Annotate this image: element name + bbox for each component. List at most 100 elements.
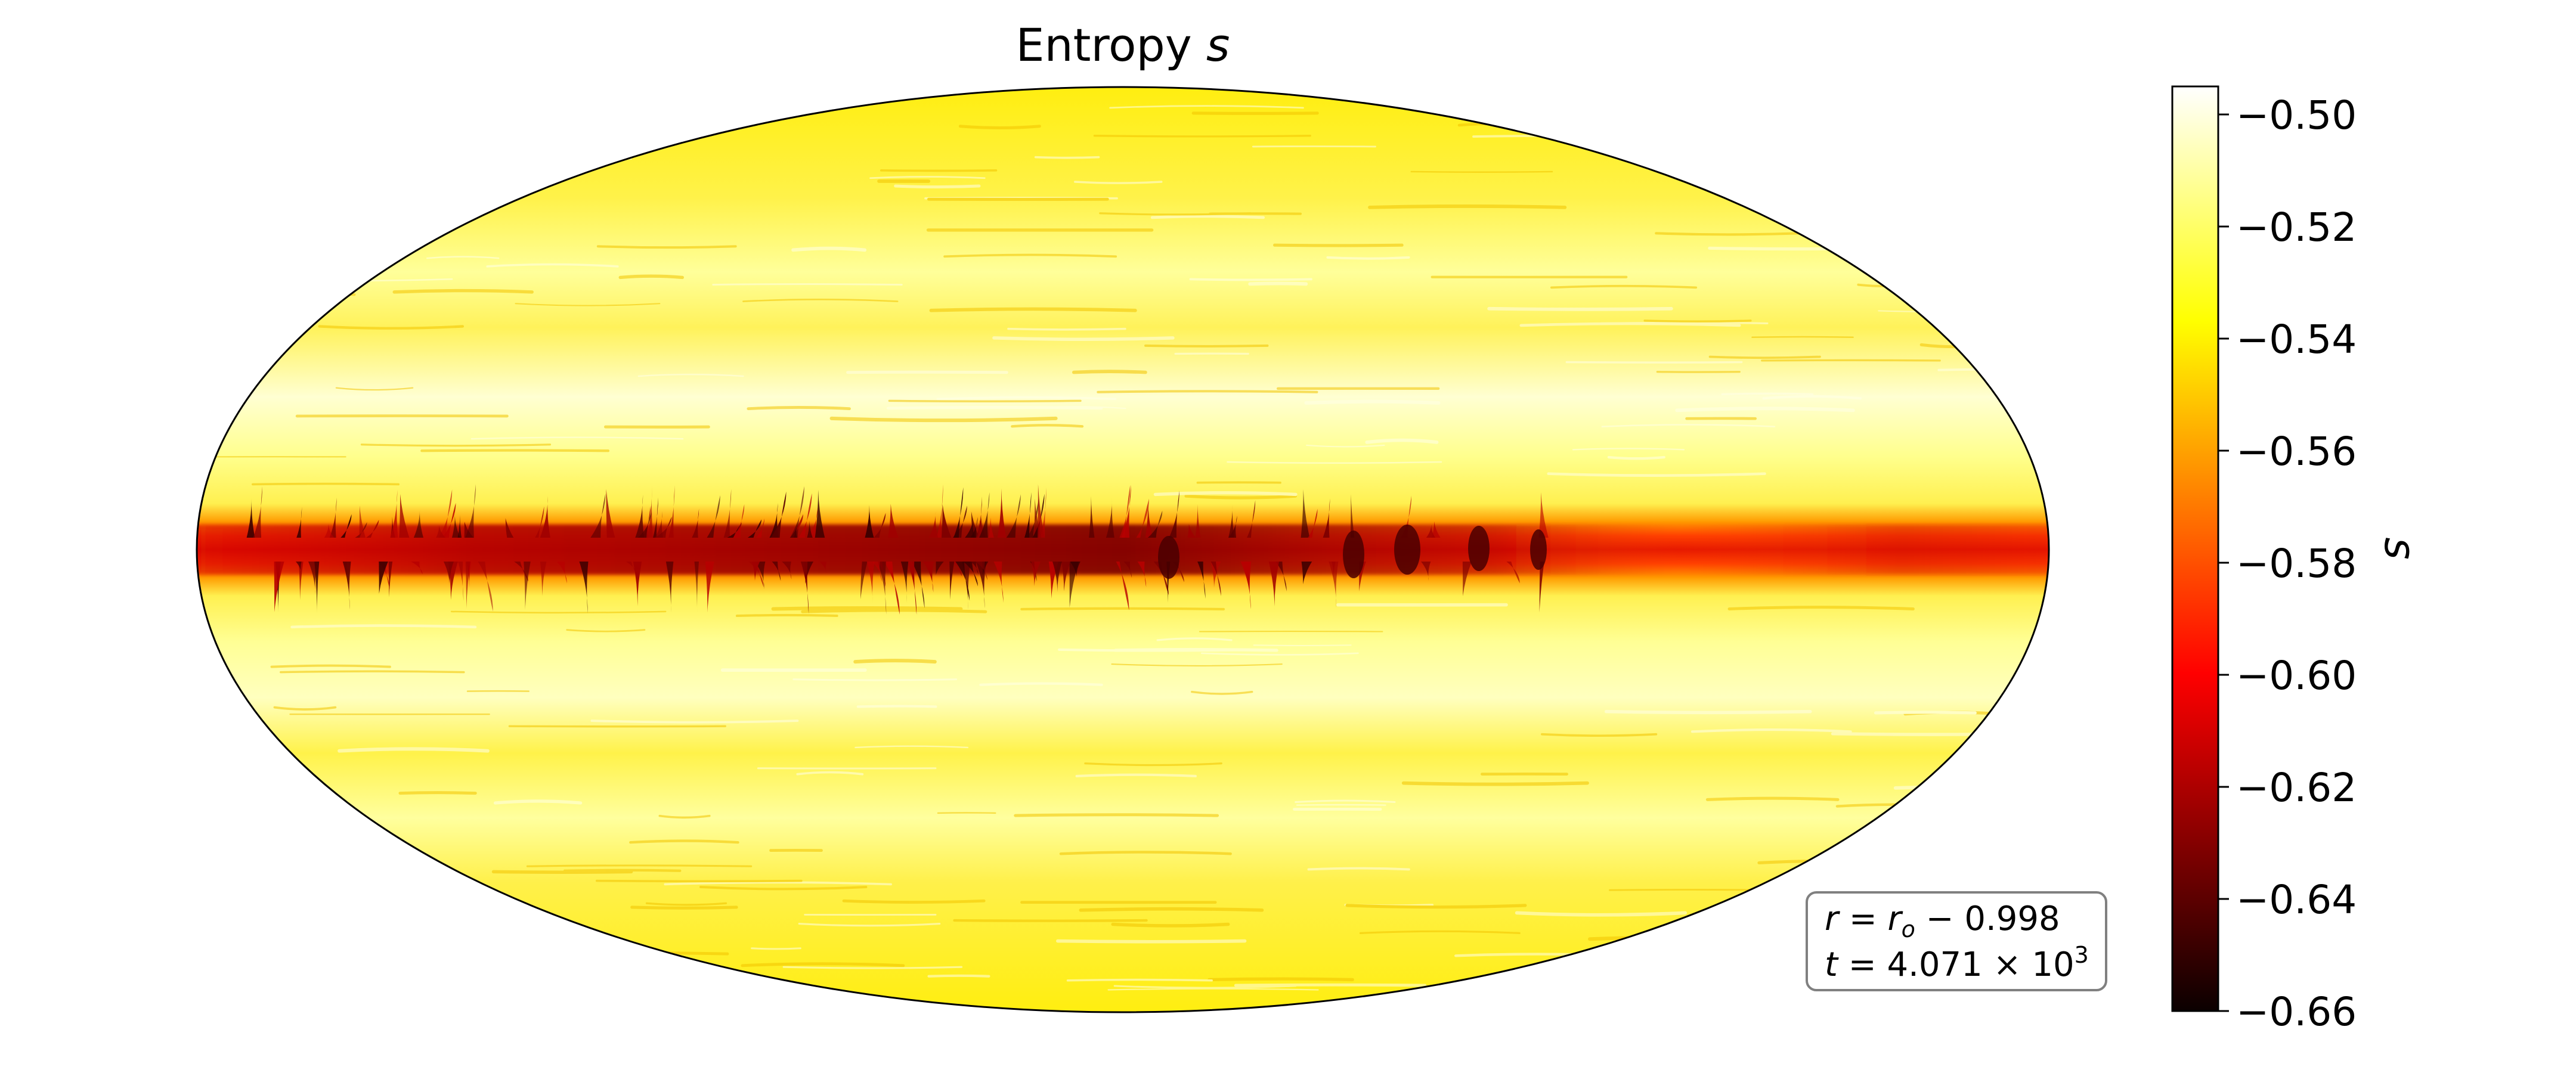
- plume: [941, 504, 952, 538]
- streak: [1708, 355, 1821, 359]
- streak: [1401, 781, 1589, 786]
- plume: [970, 562, 979, 575]
- plume: [579, 562, 589, 614]
- plume: [997, 488, 1007, 538]
- plume: [606, 489, 615, 538]
- plume: [668, 485, 675, 538]
- plume: [1247, 500, 1256, 538]
- plume: [1089, 496, 1095, 538]
- plume: [274, 562, 284, 612]
- plume: [798, 493, 812, 538]
- dark-spot: [1530, 529, 1547, 570]
- plume: [908, 562, 917, 615]
- plume: [1228, 515, 1237, 538]
- streak: [1515, 911, 1687, 917]
- plume: [971, 511, 980, 538]
- plume: [451, 516, 460, 538]
- plume: [464, 522, 474, 538]
- plume: [900, 562, 909, 603]
- streak: [1253, 644, 1352, 647]
- plume: [465, 562, 470, 609]
- streak: [829, 416, 1058, 423]
- streak: [664, 881, 892, 886]
- streak: [217, 868, 349, 871]
- streak: [1893, 785, 2017, 790]
- streak: [1368, 204, 1567, 209]
- streak: [1066, 978, 1213, 982]
- streak: [747, 406, 851, 411]
- streak: [260, 292, 356, 296]
- streak: [1156, 637, 1233, 641]
- plume: [1037, 484, 1045, 538]
- streak: [842, 899, 986, 904]
- streak: [1011, 424, 1084, 428]
- annotation-time: t = 4.071 × 103: [1825, 942, 2089, 984]
- plume: [1329, 562, 1339, 608]
- plume: [727, 523, 742, 538]
- streak: [1600, 321, 1769, 324]
- streak: [894, 184, 981, 189]
- chart-title: Entropy s: [1015, 18, 1230, 72]
- plume: [1228, 504, 1234, 538]
- colorbar-tick-label: −0.60: [2236, 653, 2357, 699]
- plume: [505, 518, 514, 538]
- streak: [515, 303, 661, 306]
- plume: [1147, 510, 1163, 538]
- plume: [295, 562, 302, 575]
- streak: [1550, 284, 1698, 289]
- streak: [1227, 461, 1442, 464]
- plume: [1106, 497, 1114, 538]
- streak: [493, 799, 583, 805]
- streak: [1093, 135, 1311, 138]
- streak: [574, 156, 632, 160]
- plume: [298, 562, 304, 600]
- streak: [1878, 310, 2004, 313]
- plume: [411, 562, 423, 575]
- streak: [1113, 985, 1297, 989]
- plume: [884, 562, 900, 615]
- plume: [1210, 562, 1221, 597]
- streak: [856, 705, 937, 708]
- plume: [1323, 498, 1330, 538]
- streak: [338, 747, 490, 753]
- plume: [652, 497, 658, 538]
- streak: [486, 263, 619, 268]
- plume: [647, 486, 653, 538]
- plume: [782, 562, 792, 580]
- streak: [1326, 256, 1410, 260]
- streak: [618, 274, 685, 280]
- streak: [290, 624, 477, 629]
- streak: [1708, 246, 1887, 251]
- plume: [1462, 562, 1472, 597]
- streak: [1981, 818, 2049, 821]
- streak: [1107, 988, 1319, 991]
- plume: [465, 484, 476, 538]
- plume: [436, 525, 445, 538]
- streak: [596, 245, 737, 249]
- streak: [992, 336, 1175, 341]
- plume: [253, 486, 262, 538]
- streak: [595, 879, 803, 883]
- streak: [1097, 390, 1318, 393]
- streak: [953, 919, 1148, 922]
- streak: [1942, 201, 2049, 207]
- plume: [1268, 562, 1279, 610]
- streak: [1541, 733, 1658, 737]
- colorbar-label: s: [2375, 537, 2425, 560]
- streak: [1835, 803, 1960, 808]
- plume: [723, 489, 732, 538]
- plume: [952, 506, 967, 538]
- streak: [512, 132, 659, 135]
- colorbar-gradient: [2172, 86, 2218, 1011]
- plume: [635, 494, 645, 538]
- streak: [929, 307, 1137, 312]
- streak: [798, 922, 941, 927]
- plume: [807, 520, 813, 538]
- plume: [1137, 562, 1147, 587]
- streak: [253, 278, 453, 282]
- plume: [457, 514, 462, 538]
- plume: [458, 562, 464, 601]
- streak: [335, 387, 414, 391]
- streak: [1248, 281, 1308, 286]
- colorbar-tick-label: −0.64: [2236, 877, 2357, 923]
